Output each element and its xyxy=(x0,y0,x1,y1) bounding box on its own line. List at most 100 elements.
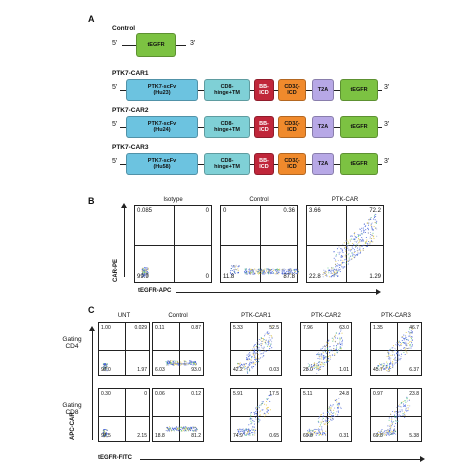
event-dot xyxy=(393,349,395,352)
event-dot xyxy=(370,217,372,219)
event-dot xyxy=(146,268,148,271)
event-dot xyxy=(257,273,260,275)
event-dot xyxy=(251,270,253,272)
event-dot xyxy=(240,363,242,366)
event-dot xyxy=(322,273,324,275)
event-dot xyxy=(328,420,331,423)
event-dot xyxy=(254,428,256,430)
quadrant-h-line xyxy=(135,245,211,246)
event-dot xyxy=(318,421,320,423)
event-dot xyxy=(248,433,251,435)
event-dot xyxy=(262,270,264,272)
event-dot xyxy=(175,363,177,366)
event-dot xyxy=(175,360,177,362)
event-dot xyxy=(266,331,268,333)
event-dot xyxy=(331,419,333,421)
event-dot xyxy=(388,368,390,370)
event-dot xyxy=(277,269,279,271)
event-dot xyxy=(230,270,232,272)
event-dot xyxy=(260,343,262,345)
event-dot xyxy=(351,242,354,245)
event-dot xyxy=(360,250,362,252)
event-dot xyxy=(399,404,401,406)
event-dot xyxy=(332,418,334,420)
event-dot xyxy=(388,368,390,370)
event-dot xyxy=(314,428,316,430)
event-dot xyxy=(262,401,264,403)
event-dot xyxy=(321,426,323,428)
event-dot xyxy=(410,332,412,334)
event-dot xyxy=(406,343,408,345)
event-dot xyxy=(251,272,253,274)
event-dot xyxy=(261,337,263,340)
event-dot xyxy=(395,420,397,422)
event-dot xyxy=(359,251,361,253)
event-dot xyxy=(319,363,321,365)
event-dot xyxy=(252,420,254,422)
flow-plot: 0.06 0.12 18.8 81.2 xyxy=(152,388,204,442)
event-dot xyxy=(389,428,391,430)
event-dot xyxy=(257,341,259,343)
event-dot xyxy=(263,273,265,275)
event-dot xyxy=(172,362,174,364)
flow-plot: 5.91 17.5 74.9 0.65 xyxy=(230,388,282,442)
event-dot xyxy=(389,363,391,365)
event-dot xyxy=(329,358,332,360)
event-dot xyxy=(377,434,379,436)
event-dot xyxy=(388,434,390,436)
column-title: PTK-CAR3 xyxy=(381,313,411,319)
event-dot xyxy=(275,273,277,275)
event-dot xyxy=(248,424,250,426)
event-dot xyxy=(258,357,260,359)
event-dot xyxy=(251,362,253,364)
event-dot xyxy=(267,341,269,343)
event-dot xyxy=(145,271,147,273)
event-dot xyxy=(394,349,397,351)
event-dot xyxy=(392,432,394,434)
event-dot xyxy=(407,408,409,410)
event-dot xyxy=(365,245,367,248)
quadrant-ll-value: 28.0 xyxy=(303,367,313,373)
event-dot xyxy=(319,429,321,431)
event-dot xyxy=(326,343,328,345)
event-dot xyxy=(286,271,288,273)
event-dot xyxy=(320,348,322,350)
event-dot xyxy=(334,272,336,274)
event-dot xyxy=(165,430,167,432)
event-dot xyxy=(376,220,378,222)
event-dot xyxy=(358,242,360,244)
event-dot xyxy=(263,348,265,350)
construct-cd3-box: CD3ζ- ICD xyxy=(278,79,306,101)
x-axis-arrowhead xyxy=(420,456,425,462)
event-dot xyxy=(324,345,326,347)
event-dot xyxy=(181,428,183,430)
event-dot xyxy=(375,222,377,224)
event-dot xyxy=(405,401,407,403)
event-dot xyxy=(308,434,310,436)
event-dot xyxy=(348,242,350,244)
flow-plot: 0.085 0 99.9 0 xyxy=(134,205,212,283)
event-dot xyxy=(244,272,246,274)
event-dot xyxy=(374,219,376,221)
event-dot xyxy=(271,337,273,339)
event-dot xyxy=(352,238,354,240)
event-dot xyxy=(356,247,358,249)
event-dot xyxy=(372,228,374,231)
event-dot xyxy=(360,241,362,243)
event-dot xyxy=(390,429,392,431)
event-dot xyxy=(324,433,326,435)
quadrant-ll-value: 22.8 xyxy=(309,274,321,280)
event-dot xyxy=(143,267,146,269)
event-dot xyxy=(319,358,321,360)
quadrant-lr-value: 2.15 xyxy=(137,433,147,439)
event-dot xyxy=(342,266,344,268)
event-dot xyxy=(328,270,330,272)
event-dot xyxy=(268,337,270,339)
event-dot xyxy=(334,340,336,342)
event-dot xyxy=(258,418,260,420)
event-dot xyxy=(320,434,323,436)
event-dot xyxy=(336,263,338,265)
event-dot xyxy=(170,430,173,432)
event-dot xyxy=(192,364,194,366)
event-dot xyxy=(345,253,347,255)
